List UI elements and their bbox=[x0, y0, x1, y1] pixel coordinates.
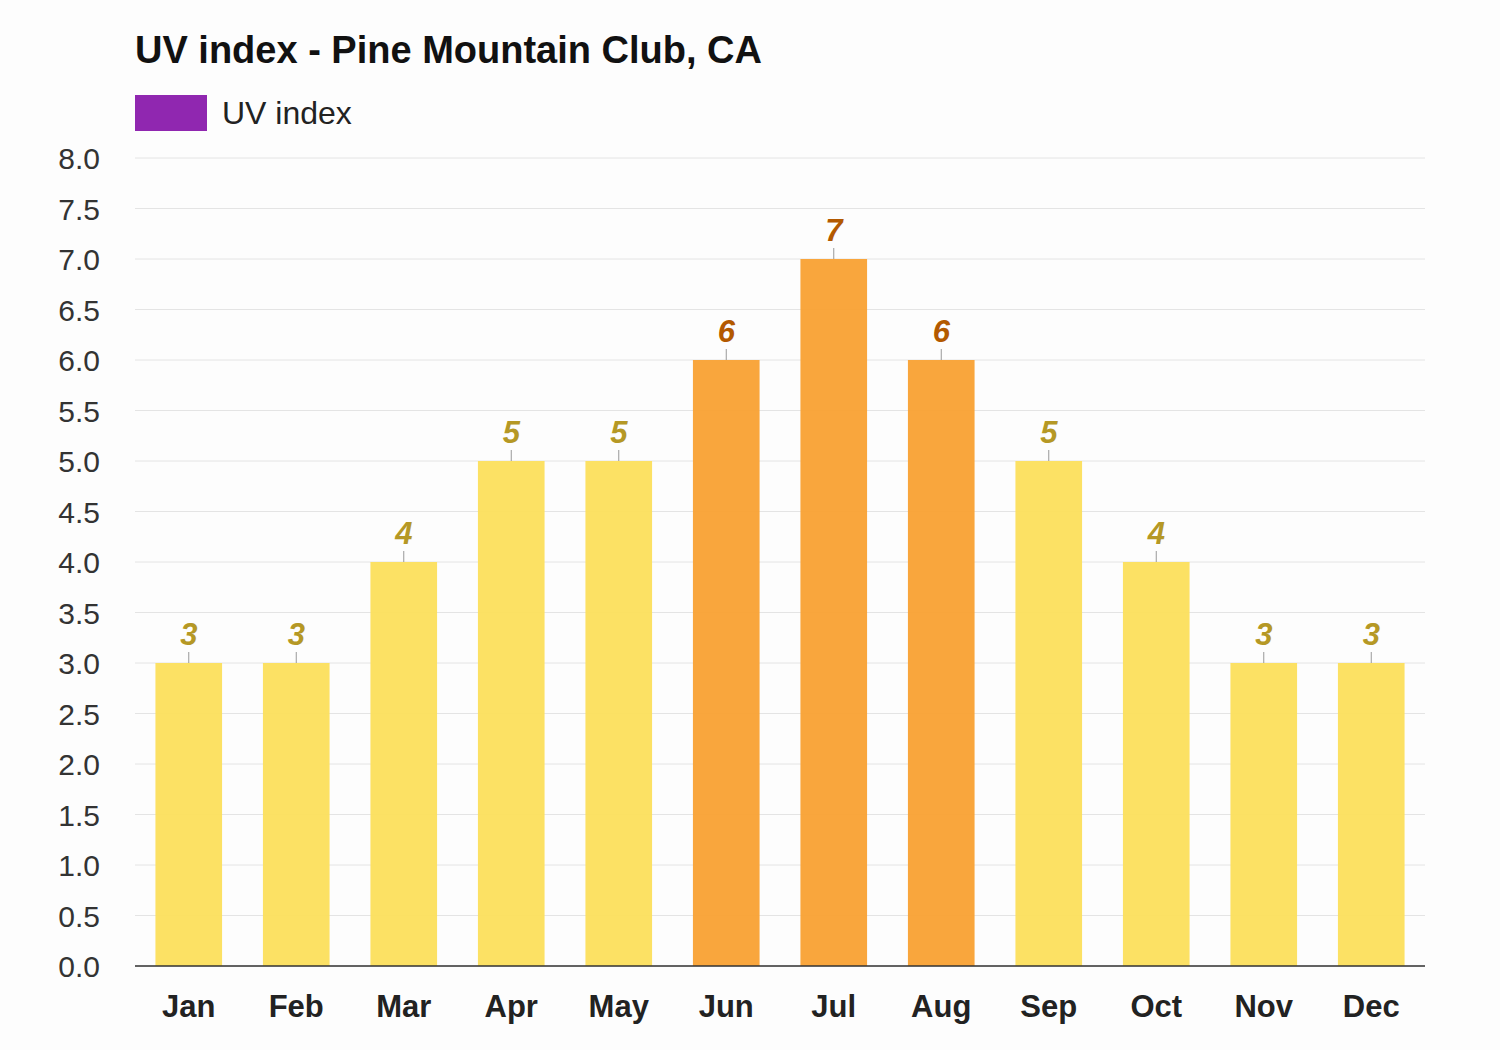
y-tick-label: 3.5 bbox=[58, 597, 100, 630]
x-tick-label: Mar bbox=[376, 989, 431, 1024]
y-tick-label: 2.0 bbox=[58, 748, 100, 781]
label-connector bbox=[296, 652, 297, 663]
x-tick-label: Aug bbox=[911, 989, 971, 1024]
label-connector bbox=[1371, 652, 1372, 663]
data-label: 4 bbox=[1147, 516, 1165, 551]
grid-line bbox=[135, 360, 1425, 361]
data-label: 5 bbox=[610, 415, 628, 450]
grid-line bbox=[135, 158, 1425, 159]
label-connector bbox=[1048, 450, 1049, 461]
y-tick-label: 6.0 bbox=[58, 344, 100, 377]
label-connector bbox=[403, 551, 404, 562]
y-tick-label: 0.0 bbox=[58, 950, 100, 983]
x-tick-label: Nov bbox=[1234, 989, 1293, 1024]
data-label: 3 bbox=[180, 617, 197, 652]
data-label: 3 bbox=[1363, 617, 1380, 652]
legend-swatch bbox=[135, 95, 207, 131]
bars bbox=[155, 259, 1404, 966]
grid-line bbox=[135, 966, 1425, 967]
bar bbox=[1230, 663, 1297, 966]
label-connector bbox=[726, 349, 727, 360]
bar bbox=[908, 360, 975, 966]
grid-line bbox=[135, 511, 1425, 512]
x-tick-label: Jan bbox=[162, 989, 215, 1024]
y-tick-label: 4.0 bbox=[58, 546, 100, 579]
data-label: 6 bbox=[718, 314, 736, 349]
grid-line bbox=[135, 410, 1425, 411]
chart: UV index - Pine Mountain Club, CA UV inde… bbox=[0, 0, 1500, 1050]
bar bbox=[1123, 562, 1190, 966]
bar bbox=[1338, 663, 1405, 966]
x-tick-label: May bbox=[589, 989, 650, 1024]
y-tick-label: 8.0 bbox=[58, 142, 100, 175]
label-connector bbox=[833, 248, 834, 259]
grid-line bbox=[135, 208, 1425, 209]
x-tick-label: Dec bbox=[1343, 989, 1400, 1024]
y-tick-label: 5.5 bbox=[58, 395, 100, 428]
title: UV index - Pine Mountain Club, CA bbox=[135, 29, 762, 71]
y-tick-label: 1.5 bbox=[58, 799, 100, 832]
y-tick-label: 6.5 bbox=[58, 294, 100, 327]
bar bbox=[370, 562, 437, 966]
x-tick-label: Sep bbox=[1020, 989, 1077, 1024]
bar bbox=[478, 461, 545, 966]
x-axis-line bbox=[135, 965, 1425, 967]
y-tick-label: 2.5 bbox=[58, 698, 100, 731]
y-tick-label: 7.5 bbox=[58, 193, 100, 226]
y-tick-label: 4.5 bbox=[58, 496, 100, 529]
label-connector bbox=[618, 450, 619, 461]
y-tick-label: 0.5 bbox=[58, 900, 100, 933]
x-tick-label: Apr bbox=[485, 989, 538, 1024]
label-connector bbox=[941, 349, 942, 360]
grid-line bbox=[135, 309, 1425, 310]
bar bbox=[263, 663, 330, 966]
x-tick-label: Feb bbox=[269, 989, 324, 1024]
label-connector bbox=[1156, 551, 1157, 562]
data-label: 5 bbox=[503, 415, 521, 450]
data-label: 3 bbox=[1255, 617, 1272, 652]
x-tick-label: Oct bbox=[1130, 989, 1182, 1024]
data-label: 4 bbox=[394, 516, 412, 551]
grid-line bbox=[135, 259, 1425, 260]
bar bbox=[800, 259, 867, 966]
y-tick-label: 7.0 bbox=[58, 243, 100, 276]
label-connector bbox=[511, 450, 512, 461]
grid-line bbox=[135, 562, 1425, 563]
bar bbox=[155, 663, 222, 966]
x-tick-label: Jul bbox=[811, 989, 856, 1024]
data-label: 6 bbox=[933, 314, 951, 349]
data-label: 5 bbox=[1040, 415, 1058, 450]
bar bbox=[1015, 461, 1082, 966]
y-tick-label: 3.0 bbox=[58, 647, 100, 680]
y-tick-label: 1.0 bbox=[58, 849, 100, 882]
label-connector bbox=[1263, 652, 1264, 663]
bar bbox=[585, 461, 652, 966]
data-label: 7 bbox=[825, 213, 844, 248]
data-label: 3 bbox=[288, 617, 305, 652]
label-connector bbox=[188, 652, 189, 663]
y-tick-label: 5.0 bbox=[58, 445, 100, 478]
bar bbox=[693, 360, 760, 966]
grid-line bbox=[135, 461, 1425, 462]
grid-line bbox=[135, 612, 1425, 613]
legend-label: UV index bbox=[222, 95, 352, 131]
x-tick-label: Jun bbox=[699, 989, 754, 1024]
